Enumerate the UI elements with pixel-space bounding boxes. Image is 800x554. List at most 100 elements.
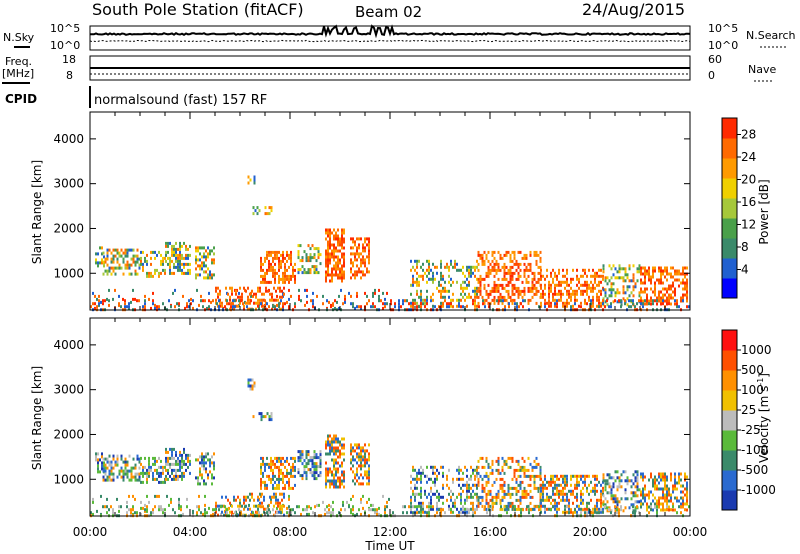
power-echo-cell bbox=[410, 268, 412, 272]
power-echo-cell bbox=[177, 256, 179, 260]
velocity-echo-cell bbox=[325, 446, 327, 450]
velocity-echo-cell bbox=[197, 479, 199, 483]
velocity-echo-cell bbox=[464, 498, 466, 502]
power-echo-cell bbox=[327, 252, 329, 256]
power-echo-cell bbox=[527, 286, 530, 290]
velocity-echo-cell bbox=[519, 465, 522, 469]
power-echo-cell bbox=[648, 299, 650, 303]
power-echo-cell bbox=[327, 258, 329, 262]
power-echo-cell bbox=[474, 289, 476, 293]
velocity-echo-cell bbox=[261, 501, 263, 505]
velocity-echo-cell bbox=[160, 459, 162, 463]
velocity-echo-cell bbox=[544, 508, 546, 512]
velocity-echo-cell bbox=[485, 456, 488, 460]
velocity-echo-cell bbox=[169, 474, 171, 478]
power-echo-cell bbox=[350, 270, 352, 274]
velocity-echo-cell bbox=[416, 492, 418, 496]
velocity-echo-cell bbox=[566, 483, 568, 487]
power-echo-cell bbox=[253, 301, 255, 305]
power-echo-cell bbox=[558, 271, 560, 275]
power-echo-cell bbox=[572, 277, 574, 281]
velocity-echo-cell bbox=[282, 486, 284, 490]
velocity-echo-cell bbox=[606, 500, 609, 504]
power-echo-cell bbox=[197, 249, 199, 253]
power-echo-cell bbox=[612, 282, 615, 286]
power-echo-cell bbox=[476, 289, 478, 293]
velocity-echo-cell bbox=[382, 494, 384, 498]
power-echo-cell bbox=[440, 271, 442, 275]
velocity-echo-cell bbox=[602, 476, 605, 480]
power-echo-cell bbox=[338, 294, 340, 298]
velocity-echo-cell bbox=[211, 455, 213, 459]
velocity-echo-cell bbox=[592, 507, 594, 511]
velocity-echo-cell bbox=[146, 468, 148, 472]
velocity-echo-cell bbox=[264, 483, 266, 487]
power-echo-cell bbox=[325, 264, 327, 268]
power-echo-cell bbox=[282, 280, 284, 284]
power-echo-cell bbox=[126, 251, 129, 255]
power-echo-cell bbox=[642, 266, 644, 270]
power-echo-cell bbox=[126, 248, 129, 252]
power-echo-cell bbox=[278, 274, 280, 278]
power-echo-cell bbox=[686, 296, 688, 300]
velocity-echo-cell bbox=[282, 462, 284, 466]
power-echo-cell bbox=[273, 286, 275, 290]
velocity-echo-cell bbox=[448, 486, 450, 490]
power-echo-cell bbox=[336, 300, 338, 304]
power-echo-cell bbox=[495, 262, 498, 266]
power-echo-cell bbox=[101, 258, 103, 262]
velocity-echo-cell bbox=[281, 507, 283, 511]
power-echo-cell bbox=[284, 271, 286, 275]
power-echo-cell bbox=[352, 252, 354, 256]
power-echo-cell bbox=[134, 297, 136, 301]
power-echo-cell bbox=[313, 253, 316, 257]
power-echo-cell bbox=[497, 277, 500, 281]
power-colorbar-swatch bbox=[722, 218, 737, 239]
velocity-echo-cell bbox=[672, 490, 674, 494]
velocity-echo-cell bbox=[464, 507, 466, 511]
power-echo-cell bbox=[247, 295, 249, 299]
velocity-echo-cell bbox=[183, 447, 185, 451]
power-echo-cell bbox=[586, 280, 588, 284]
velocity-echo-cell bbox=[259, 492, 261, 496]
power-echo-cell bbox=[169, 271, 171, 275]
velocity-echo-cell bbox=[652, 493, 654, 497]
velocity-colorbar-swatch bbox=[722, 490, 737, 511]
power-echo-cell bbox=[262, 262, 264, 266]
power-echo-cell bbox=[450, 277, 452, 281]
velocity-echo-cell bbox=[544, 486, 546, 490]
velocity-echo-cell bbox=[185, 462, 187, 466]
velocity-echo-cell bbox=[354, 482, 356, 486]
velocity-echo-cell bbox=[420, 489, 422, 493]
power-echo-cell bbox=[110, 257, 113, 261]
velocity-echo-cell bbox=[468, 511, 470, 515]
power-echo-cell bbox=[476, 304, 478, 308]
power-echo-cell bbox=[266, 250, 268, 254]
power-echo-cell bbox=[325, 261, 327, 265]
velocity-echo-cell bbox=[556, 486, 558, 490]
velocity-echo-cell bbox=[124, 469, 127, 473]
power-echo-cell bbox=[328, 300, 330, 304]
power-echo-cell bbox=[162, 259, 164, 263]
velocity-echo-cell bbox=[270, 459, 272, 463]
power-echo-cell bbox=[288, 288, 290, 292]
velocity-echo-cell bbox=[513, 471, 516, 475]
velocity-echo-cell bbox=[333, 479, 335, 483]
velocity-echo-cell bbox=[270, 468, 272, 472]
power-echo-cell bbox=[527, 289, 530, 293]
velocity-echo-cell bbox=[360, 512, 362, 516]
power-echo-cell bbox=[95, 261, 97, 265]
velocity-echo-cell bbox=[263, 507, 265, 511]
velocity-echo-cell bbox=[466, 498, 468, 502]
velocity-echo-cell bbox=[199, 461, 201, 465]
power-echo-cell bbox=[432, 274, 434, 278]
power-echo-cell bbox=[294, 268, 296, 272]
velocity-echo-cell bbox=[322, 500, 324, 504]
power-echo-cell bbox=[632, 264, 635, 268]
velocity-echo-cell bbox=[525, 474, 528, 478]
velocity-echo-cell bbox=[544, 504, 546, 508]
power-echo-cell bbox=[515, 277, 518, 281]
power-echo-cell bbox=[632, 302, 634, 306]
freq-panel: Freq. [MHz] 18 8 60 0 Nave bbox=[2, 53, 776, 84]
velocity-echo-cell bbox=[146, 471, 148, 475]
